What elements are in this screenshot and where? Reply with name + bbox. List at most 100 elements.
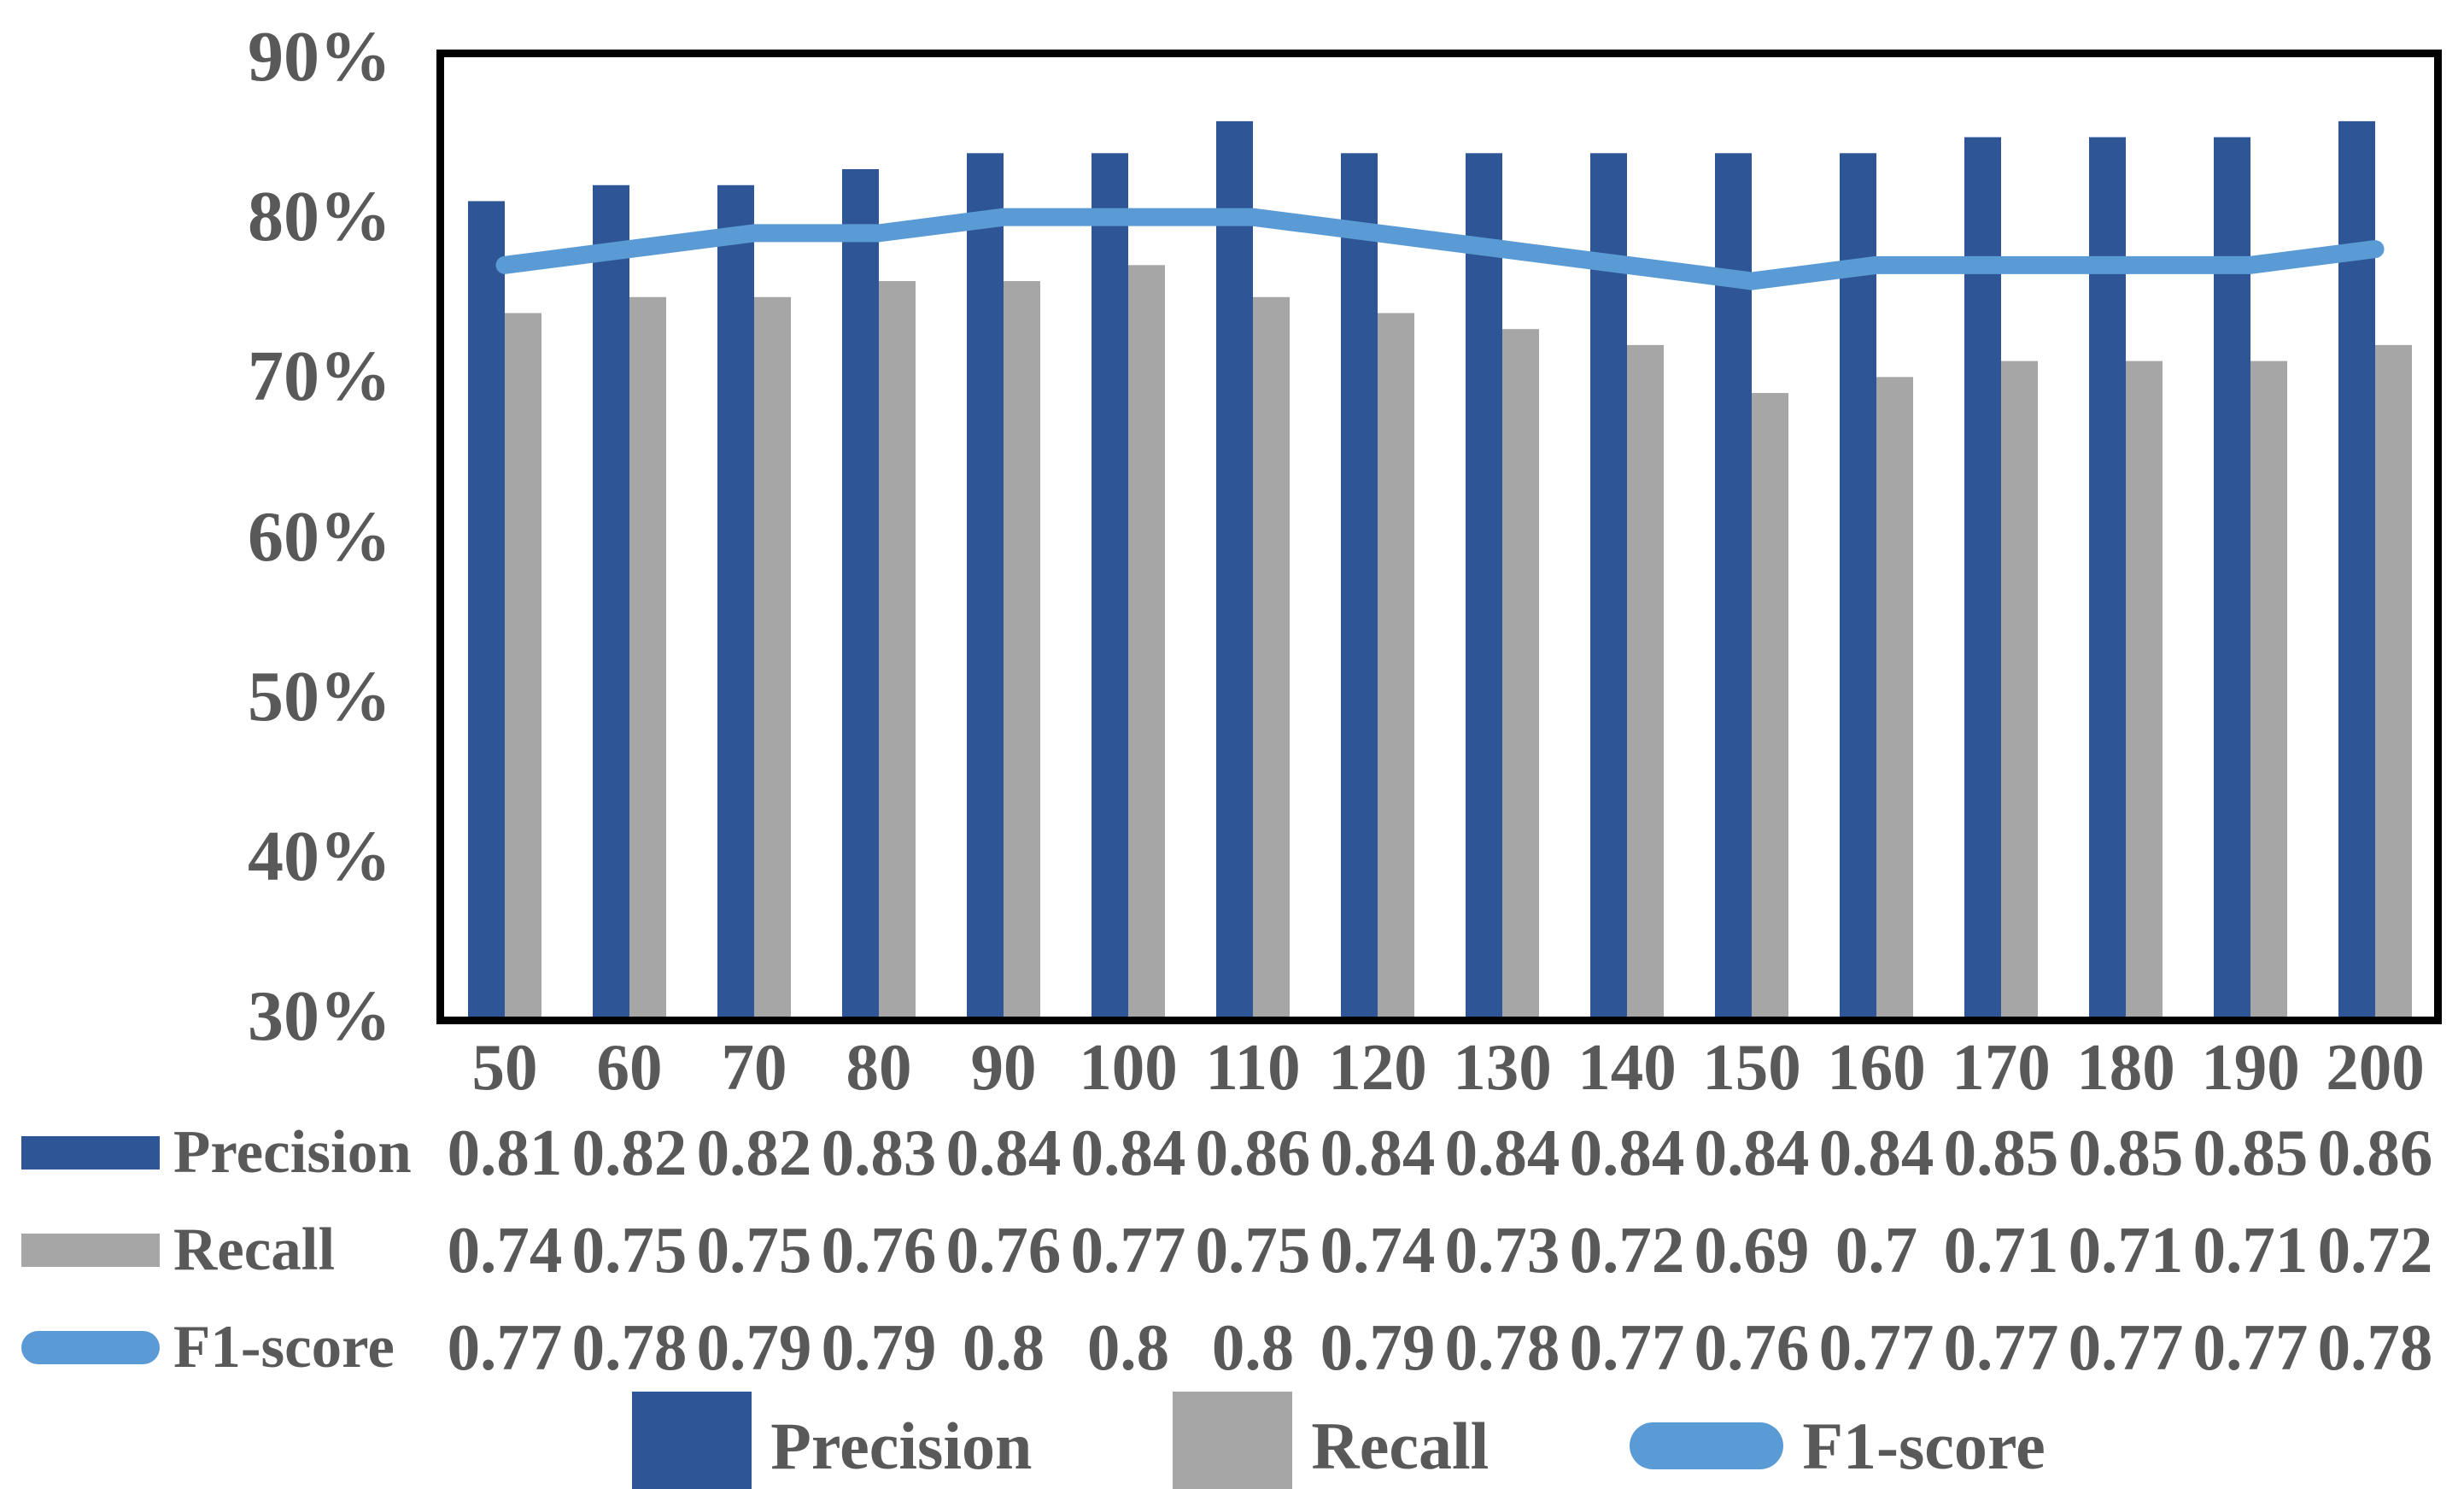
table-cell-value: 0.85 — [1943, 1116, 2059, 1189]
table-cell-value: 0.83 — [821, 1116, 937, 1189]
precision-bar — [2214, 137, 2250, 1017]
precision-bar — [2089, 137, 2126, 1017]
table-cell-value: 0.77 — [2068, 1310, 2184, 1384]
recall-bar — [1253, 296, 1290, 1017]
recall-bar — [1627, 344, 1664, 1017]
x-axis-tick-label: 90 — [970, 1030, 1037, 1104]
legend-label: Recall — [1311, 1409, 1490, 1483]
table-cell-value: 0.74 — [447, 1213, 563, 1287]
recall-bar — [754, 296, 791, 1017]
precision-bar — [1840, 153, 1876, 1017]
x-axis-tick-label: 180 — [2076, 1030, 2175, 1104]
table-cell-value: 0.86 — [2317, 1116, 2433, 1189]
table-cell-value: 0.84 — [1569, 1116, 1685, 1189]
table-row-label: Recall — [173, 1216, 336, 1283]
precision-bar — [1216, 120, 1253, 1017]
precision-bar — [2338, 120, 2375, 1017]
precision-bar — [1092, 153, 1128, 1017]
legend-label: F1-score — [1802, 1409, 2046, 1483]
precision-legend-swatch — [632, 1391, 752, 1489]
table-cell-value: 0.78 — [2317, 1310, 2433, 1384]
table-cell-value: 0.73 — [1444, 1213, 1560, 1287]
plot-area — [468, 120, 2412, 1017]
table-row: Recall 0.74 0.75 0.75 0.76 0.76 0.77 0.75 0.74 0.… — [0, 1203, 2464, 1297]
y-axis-tick-label: 60% — [248, 496, 391, 577]
x-axis-tick-label: 60 — [596, 1030, 663, 1104]
table-cell-value: 0.86 — [1195, 1116, 1311, 1189]
x-axis-tick-label: 80 — [846, 1030, 912, 1104]
table-cell-value: 0.74 — [1320, 1213, 1436, 1287]
recall-bar — [1378, 313, 1414, 1017]
y-axis-tick-label: 80% — [248, 177, 391, 257]
legend-item-precision: Precision — [632, 1391, 1033, 1489]
table-cell-value: 0.7 — [1835, 1213, 1918, 1287]
plot-border — [436, 50, 2442, 1024]
x-axis-tick-label: 120 — [1328, 1030, 1427, 1104]
y-axis-tick-label: 70% — [248, 337, 391, 417]
recall-bar — [629, 296, 666, 1017]
x-axis-tick-label: 110 — [1205, 1030, 1301, 1104]
legend-label: Precision — [770, 1409, 1033, 1483]
table-cell-value: 0.82 — [696, 1116, 812, 1189]
table-row-label: Precision — [173, 1119, 412, 1186]
table-cell-value: 0.84 — [1818, 1116, 1934, 1189]
precision-bar — [842, 169, 879, 1017]
table-cell-value: 0.75 — [1195, 1213, 1311, 1287]
table-row: F1-score 0.77 0.78 0.79 0.79 0.8 0.8 0.8 0.79 0.7… — [0, 1300, 2464, 1394]
recall-bar — [1004, 281, 1040, 1017]
table-cell-value: 0.85 — [2192, 1116, 2309, 1189]
table-cell-value: 0.78 — [571, 1310, 688, 1384]
f1-score-legend-swatch — [1630, 1422, 1784, 1469]
precision-bar — [717, 185, 754, 1017]
table-cell-value: 0.85 — [2068, 1116, 2184, 1189]
x-axis-tick-label: 190 — [2201, 1030, 2300, 1104]
x-axis-tick-label: 140 — [1577, 1030, 1677, 1104]
precision-bar — [593, 185, 629, 1017]
y-axis-tick-label: 30% — [248, 976, 391, 1056]
table-cell-value: 0.77 — [2192, 1310, 2309, 1384]
table-row: Precision 0.81 0.82 0.82 0.83 0.84 0.84 0.86 0.8… — [0, 1105, 2464, 1199]
table-cell-value: 0.77 — [447, 1310, 563, 1384]
table-cell-value: 0.84 — [1320, 1116, 1436, 1189]
table-cell-value: 0.8 — [962, 1310, 1045, 1384]
table-cell-value: 0.72 — [1569, 1213, 1685, 1287]
table-cell-value: 0.71 — [2068, 1213, 2184, 1287]
recall-bar — [1752, 393, 1788, 1017]
table-cell-value: 0.79 — [1320, 1310, 1436, 1384]
table-cell-value: 0.84 — [945, 1116, 1062, 1189]
x-axis-tick-label: 200 — [2326, 1030, 2425, 1104]
precision-bar — [1590, 153, 1627, 1017]
table-cell-value: 0.77 — [1943, 1310, 2059, 1384]
table-cell-value: 0.72 — [2317, 1213, 2433, 1287]
table-cell-value: 0.76 — [945, 1213, 1062, 1287]
x-axis-tick-label: 170 — [1952, 1030, 2051, 1104]
y-axis-tick-label: 50% — [248, 656, 391, 736]
table-cell-value: 0.8 — [1086, 1310, 1170, 1384]
recall-bar — [1876, 377, 1913, 1017]
table-cell-value: 0.78 — [1444, 1310, 1560, 1384]
table-cell-value: 0.84 — [1444, 1116, 1560, 1189]
f1-score-swatch — [21, 1331, 160, 1364]
recall-swatch — [21, 1234, 160, 1267]
precision-bar — [967, 153, 1004, 1017]
x-axis-tick-label: 150 — [1702, 1030, 1801, 1104]
precision-bar — [1715, 153, 1752, 1017]
table-cell-value: 0.77 — [1818, 1310, 1934, 1384]
y-axis-tick-label: 40% — [248, 816, 391, 896]
recall-bar — [879, 281, 916, 1017]
recall-bar — [2250, 361, 2287, 1017]
precision-bar — [1964, 137, 2001, 1017]
recall-bar — [505, 313, 541, 1017]
table-cell-value: 0.79 — [696, 1310, 812, 1384]
table-cell-value: 0.79 — [821, 1310, 937, 1384]
recall-bar — [1128, 265, 1165, 1017]
table-row-label: F1-score — [173, 1314, 395, 1381]
precision-bar — [1341, 153, 1378, 1017]
table-cell-value: 0.84 — [1070, 1116, 1186, 1189]
table-cell-value: 0.75 — [696, 1213, 812, 1287]
table-cell-value: 0.76 — [821, 1213, 937, 1287]
x-axis-tick-label: 130 — [1453, 1030, 1552, 1104]
y-axis-tick-label: 90% — [248, 17, 391, 97]
precision-bar — [468, 201, 505, 1017]
